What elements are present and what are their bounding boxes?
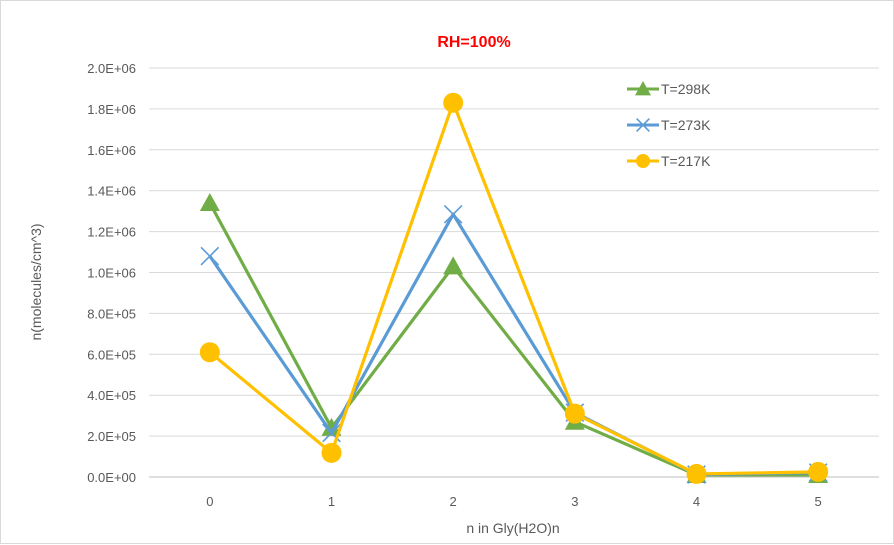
series-T=298K	[199, 192, 829, 483]
x-tick-label: 1	[328, 494, 335, 509]
chart-title: RH=100%	[437, 34, 510, 51]
legend-item: T=217K	[627, 153, 711, 169]
data-point-circle	[443, 92, 464, 113]
x-tick-label: 3	[571, 494, 578, 509]
legend-item: T=298K	[627, 81, 711, 97]
x-axis-tick-labels: 0 1 2 3 4 5	[206, 494, 822, 509]
y-tick-label: 1.6E+06	[87, 143, 136, 158]
legend-label: T=273K	[661, 117, 711, 133]
series-T=217K	[199, 92, 829, 484]
x-axis-title: n in Gly(H2O)n	[466, 520, 559, 536]
legend: T=298K T=273K T=217K	[627, 81, 711, 169]
y-tick-label: 0.0E+00	[87, 470, 136, 485]
data-point-circle	[564, 403, 585, 424]
data-point-triangle-legend	[635, 81, 651, 96]
data-point-triangle	[199, 192, 220, 211]
y-tick-label: 2.0E+05	[87, 429, 136, 444]
y-tick-label: 4.0E+05	[87, 388, 136, 403]
data-point-triangle	[443, 256, 464, 275]
data-point-circle-legend	[636, 154, 650, 168]
gridlines	[149, 67, 879, 478]
y-tick-label: 2.0E+06	[87, 61, 136, 76]
x-tick-label: 0	[206, 494, 213, 509]
legend-label: T=298K	[661, 81, 711, 97]
y-axis-tick-labels: 0.0E+00 2.0E+05 4.0E+05 6.0E+05 8.0E+05 1.0E+…	[87, 61, 136, 485]
data-point-circle	[808, 461, 829, 482]
data-point-circle	[686, 463, 707, 484]
data-point-x-legend	[636, 118, 650, 132]
data-point-circle	[199, 342, 220, 363]
series-line	[208, 101, 819, 476]
x-tick-label: 2	[450, 494, 457, 509]
series-line	[208, 202, 819, 477]
x-tick-label: 5	[815, 494, 822, 509]
y-tick-label: 1.0E+06	[87, 266, 136, 281]
data-point-triangle	[321, 417, 342, 436]
data-point-circle	[321, 442, 342, 463]
y-tick-label: 8.0E+05	[87, 306, 136, 321]
legend-item: T=273K	[627, 117, 711, 133]
data-point-x	[443, 204, 463, 224]
x-tick-label: 4	[693, 494, 700, 509]
y-tick-label: 1.8E+06	[87, 102, 136, 117]
series-lines	[199, 92, 829, 484]
y-tick-label: 6.0E+05	[87, 347, 136, 362]
data-point-x	[200, 246, 220, 266]
y-tick-label: 1.2E+06	[87, 225, 136, 240]
y-axis-title: n(molecules/cm^3)	[28, 223, 44, 340]
legend-label: T=217K	[661, 153, 711, 169]
y-tick-label: 1.4E+06	[87, 184, 136, 199]
